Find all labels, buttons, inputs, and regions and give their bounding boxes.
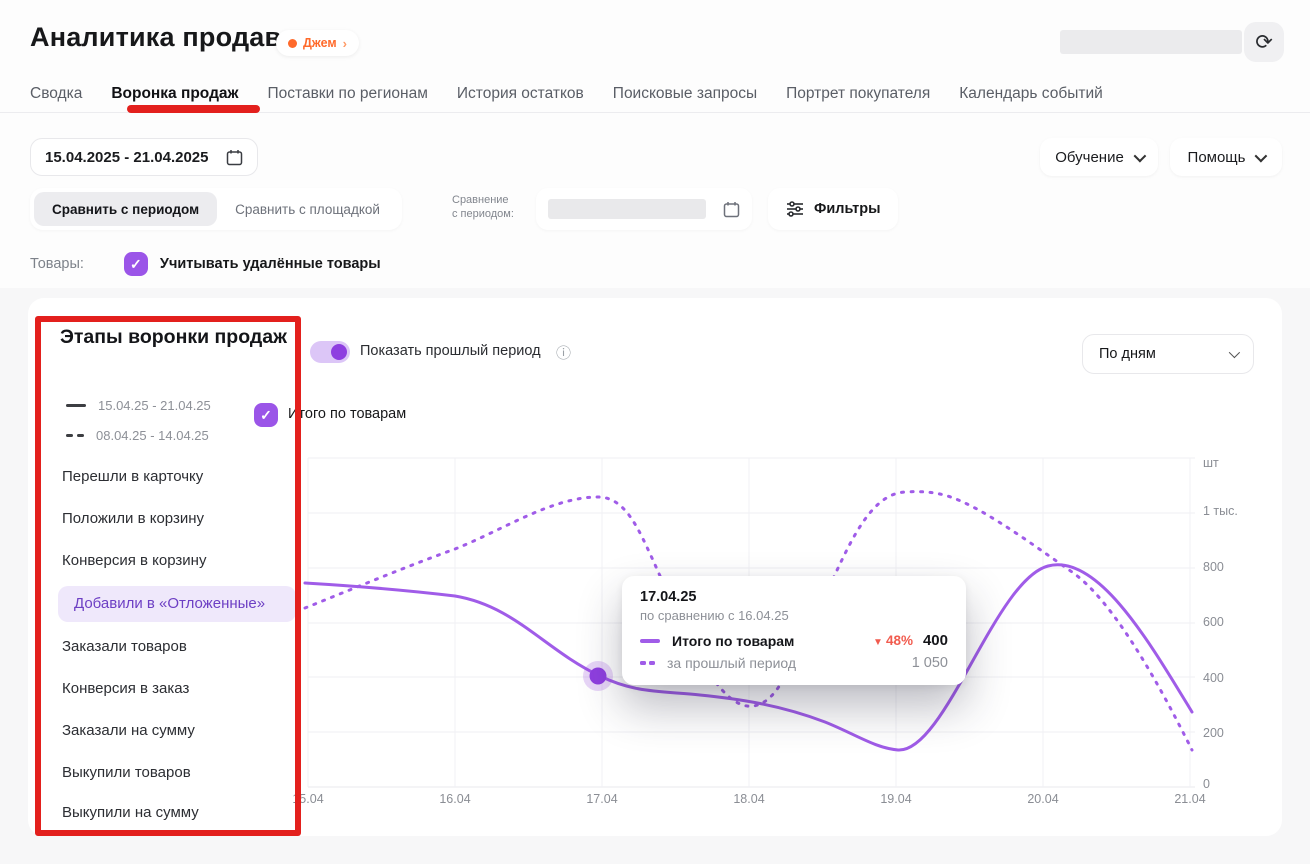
y-axis-label: 600 (1203, 615, 1224, 629)
legend-current-period: 15.04.25 - 21.04.25 (66, 398, 211, 413)
stage-purchased-items[interactable]: Выкупили товаров (62, 764, 191, 781)
x-axis-label: 19.04 (880, 792, 912, 806)
jam-dot-icon (288, 38, 297, 48)
comparison-period-label: Сравнение с периодом: (452, 194, 514, 220)
training-dropdown[interactable]: Обучение (1040, 138, 1158, 176)
stage-cart-conversion[interactable]: Конверсия в корзину (62, 552, 207, 569)
solid-line-swatch-icon (66, 403, 86, 408)
show-previous-period-label: Показать прошлый период (360, 343, 541, 359)
jam-badge-label: Джем (303, 36, 337, 50)
date-range-picker[interactable]: 15.04.2025 - 21.04.2025 (30, 138, 258, 176)
granularity-value: По дням (1099, 346, 1156, 362)
calendar-icon (723, 201, 740, 217)
help-dropdown[interactable]: Помощь (1170, 138, 1282, 176)
sliders-icon (787, 201, 803, 217)
compare-period-segment[interactable]: Сравнить с периодом (34, 192, 218, 226)
refresh-button[interactable]: ⟳ (1244, 22, 1284, 62)
date-range-value: 15.04.2025 - 21.04.2025 (45, 148, 209, 166)
redacted-account-info (1060, 30, 1242, 54)
tooltip-previous-row: за прошлый период 1 050 (640, 655, 948, 671)
include-deleted-checkbox[interactable]: ✓ (123, 252, 148, 276)
products-label: Товары: (30, 256, 84, 272)
series-current-line (303, 563, 1194, 752)
chart-tooltip: 17.04.25 по сравнению с 16.04.25 Итого п… (622, 576, 966, 685)
funnel-card-title: Этапы воронки продаж (60, 326, 287, 348)
x-axis-label: 18.04 (733, 792, 765, 806)
stage-added-to-favorites[interactable]: Добавили в «Отложенные» (58, 586, 296, 622)
x-axis-label: 15.04 (292, 792, 324, 806)
include-deleted-label: Учитывать удалённые товары (159, 256, 381, 272)
training-label: Обучение (1055, 148, 1124, 166)
tab-stock-history[interactable]: История остатков (456, 85, 584, 102)
tab-summary[interactable]: Сводка (30, 85, 83, 102)
tooltip-previous-label: за прошлый период (667, 655, 797, 671)
chevron-right-icon: › (342, 35, 347, 51)
down-arrow-icon: ▼ (873, 637, 883, 648)
show-previous-period-toggle[interactable] (310, 341, 350, 363)
tooltip-current-label: Итого по товарам (672, 632, 795, 649)
tooltip-date: 17.04.25 (640, 589, 697, 605)
y-axis-unit: шт (1203, 456, 1219, 470)
tooltip-current-value: 400 (922, 632, 948, 649)
tab-customer-portrait[interactable]: Портрет покупателя (786, 85, 931, 102)
x-axis-label: 16.04 (439, 792, 471, 806)
total-products-label: Итого по товарам (288, 406, 407, 422)
solid-line-swatch-icon (640, 638, 660, 643)
tab-sales-funnel[interactable]: Воронка продаж (111, 85, 239, 102)
stage-purchased-amount[interactable]: Выкупили на сумму (62, 804, 199, 821)
toggle-knob (331, 344, 347, 360)
filters-label: Фильтры (814, 201, 881, 217)
series-previous-line (303, 490, 1194, 752)
total-products-checkbox[interactable]: ✓ (254, 403, 278, 427)
x-axis-label: 21.04 (1174, 792, 1206, 806)
change-badge: ▼ 48% (873, 633, 913, 648)
stage-order-conversion[interactable]: Конверсия в заказ (62, 680, 190, 697)
dashed-line-swatch-icon (640, 661, 655, 665)
chevron-down-icon (1228, 346, 1241, 359)
compare-platform-segment[interactable]: Сравнить с площадкой (235, 201, 380, 217)
page-title: Аналитика продавца (30, 22, 314, 52)
stage-add-to-cart[interactable]: Положили в корзину (62, 510, 205, 527)
y-axis-label: 800 (1203, 560, 1224, 574)
chevron-down-icon (1255, 149, 1268, 162)
tooltip-previous-value: 1 050 (911, 655, 948, 671)
y-axis-label: 1 тыс. (1203, 504, 1238, 518)
legend-previous-period: 08.04.25 - 14.04.25 (66, 428, 209, 443)
comparison-period-field[interactable] (536, 188, 752, 230)
y-axis-label: 400 (1203, 671, 1224, 685)
stage-ordered-items[interactable]: Заказали товаров (62, 638, 187, 655)
products-filter-row: Товары: ✓ Учитывать удалённые товары (30, 252, 381, 276)
stage-card-views[interactable]: Перешли в карточку (62, 468, 204, 485)
tab-bar: Сводка Воронка продаж Поставки по регион… (0, 76, 1310, 113)
calendar-icon (226, 149, 243, 165)
legend-current-label: 15.04.25 - 21.04.25 (98, 398, 211, 413)
chevron-down-icon (1133, 149, 1147, 162)
y-axis-label: 200 (1203, 726, 1224, 740)
info-icon[interactable]: ⓘ (556, 345, 572, 362)
jam-plan-badge[interactable]: Джем › (276, 30, 359, 56)
check-icon: ✓ (260, 406, 272, 423)
y-axis-label: 0 (1203, 777, 1210, 791)
help-label: Помощь (1187, 148, 1246, 166)
tooltip-compare-text: по сравнению с 16.04.25 (640, 608, 789, 623)
tab-events-calendar[interactable]: Календарь событий (959, 85, 1103, 102)
compare-segmented-control: Сравнить с периодом Сравнить с площадкой (30, 188, 402, 230)
legend-previous-label: 08.04.25 - 14.04.25 (96, 428, 209, 443)
check-icon: ✓ (130, 255, 142, 272)
refresh-icon: ⟳ (1255, 30, 1273, 54)
tab-search-queries[interactable]: Поисковые запросы (612, 85, 758, 102)
filters-button[interactable]: Фильтры (768, 188, 899, 230)
hover-point (589, 667, 607, 685)
granularity-select[interactable]: По дням (1082, 334, 1254, 374)
x-axis-label: 20.04 (1027, 792, 1059, 806)
stage-ordered-amount[interactable]: Заказали на сумму (62, 722, 195, 739)
tab-regional-supplies[interactable]: Поставки по регионам (267, 85, 428, 102)
dashed-line-swatch-icon (66, 433, 84, 438)
x-axis-label: 17.04 (586, 792, 618, 806)
tooltip-current-row: Итого по товарам ▼ 48% 400 (640, 632, 948, 649)
redacted-comparison-dates (548, 199, 706, 219)
